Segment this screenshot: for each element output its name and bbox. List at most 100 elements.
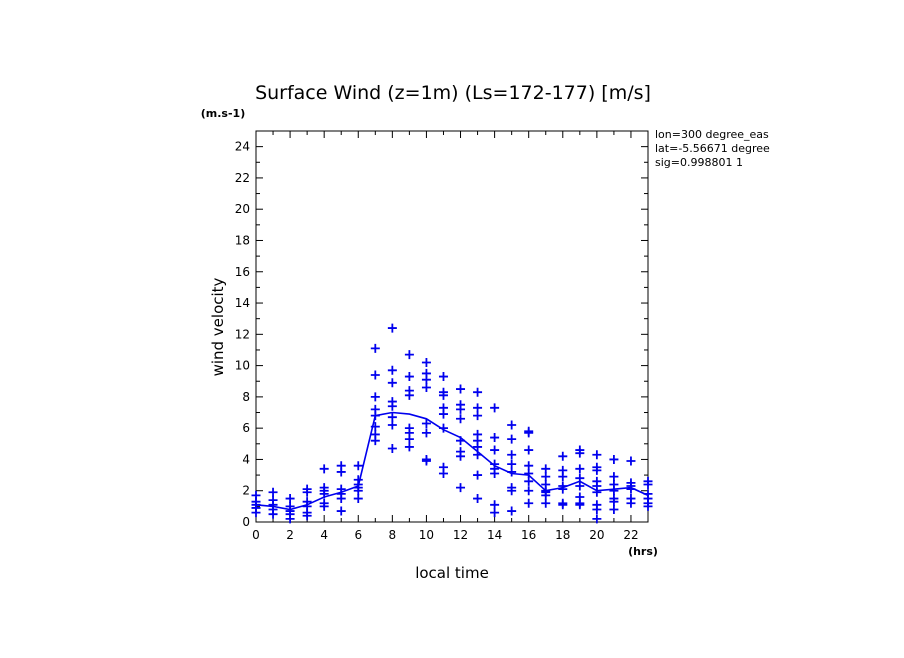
data-point [558,472,568,482]
x-tick-label: 14 [487,528,502,542]
data-point [387,365,397,375]
data-point [456,414,466,424]
y-tick-label: 24 [235,140,250,154]
data-point [285,514,295,524]
data-point [438,372,448,382]
data-point [490,445,500,455]
data-point [268,487,278,497]
y-tick-label: 12 [235,327,250,341]
data-point [558,484,568,494]
data-point [490,433,500,443]
data-point [302,511,312,521]
data-point [387,420,397,430]
data-point [592,504,602,514]
data-point [643,479,653,489]
x-tick-label: 6 [354,528,362,542]
data-point [575,464,585,474]
data-point [353,461,363,471]
data-point [473,442,483,452]
data-point [353,494,363,504]
data-point [421,375,431,385]
data-point [251,508,261,518]
data-point [626,484,636,494]
data-point [387,412,397,422]
data-point [370,370,380,380]
y-tick-label: 2 [242,484,250,498]
plot-frame [255,130,649,523]
data-point [507,420,517,430]
data-point [541,498,551,508]
marks-layer [251,323,653,524]
units-label: (m.s-1) [201,107,245,120]
data-point [592,514,602,524]
data-point [507,467,517,477]
data-point [609,454,619,464]
data-point [473,411,483,421]
y-tick-label: 20 [235,202,250,216]
data-point [336,494,346,504]
data-point [473,470,483,480]
data-point [592,465,602,475]
data-point [473,387,483,397]
data-point [387,323,397,333]
data-point [387,443,397,453]
data-point [507,459,517,469]
y-tick-label: 10 [235,359,250,373]
data-point [370,392,380,402]
data-point [456,451,466,461]
x-tick-label: 8 [389,528,397,542]
data-point [370,436,380,446]
y-tick-label: 4 [242,452,250,466]
data-point [456,384,466,394]
x-units-label: (hrs) [628,545,658,558]
data-point [421,382,431,392]
data-point [404,350,414,360]
data-point [558,500,568,510]
data-point [490,508,500,518]
data-point [626,456,636,466]
data-point [507,486,517,496]
y-axis-label: wind velocity [209,277,227,376]
data-point [438,469,448,479]
data-point [575,473,585,483]
data-point [490,403,500,413]
data-point [336,506,346,516]
data-point [490,500,500,510]
y-tick-label: 0 [242,515,250,529]
data-point [524,476,534,486]
data-point [490,469,500,479]
data-point [541,464,551,474]
data-point [353,486,363,496]
y-tick-label: 22 [235,171,250,185]
data-point [643,501,653,511]
data-point [319,501,329,511]
y-tick-label: 14 [235,296,250,310]
data-point [524,461,534,471]
data-point [438,423,448,433]
data-point [524,428,534,438]
data-point [404,434,414,444]
data-point [336,467,346,477]
data-point [524,486,534,496]
data-point [438,409,448,419]
y-tick-label: 8 [242,390,250,404]
data-point [285,494,295,504]
info-line-lon: lon=300 degree_eas [655,128,769,141]
x-tick-label: 20 [589,528,604,542]
x-tick-label: 0 [252,528,260,542]
data-point [524,498,534,508]
data-point [524,445,534,455]
data-point [575,448,585,458]
info-line-lat: lat=-5.56671 degree [655,142,770,155]
x-tick-label: 4 [320,528,328,542]
data-point [387,401,397,411]
x-tick-label: 22 [623,528,638,542]
data-point [370,411,380,421]
x-tick-label: 10 [419,528,434,542]
data-point [609,497,619,507]
data-point [473,403,483,413]
chart-title: Surface Wind (z=1m) (Ls=172-177) [m/s] [255,82,651,104]
data-point [387,378,397,388]
